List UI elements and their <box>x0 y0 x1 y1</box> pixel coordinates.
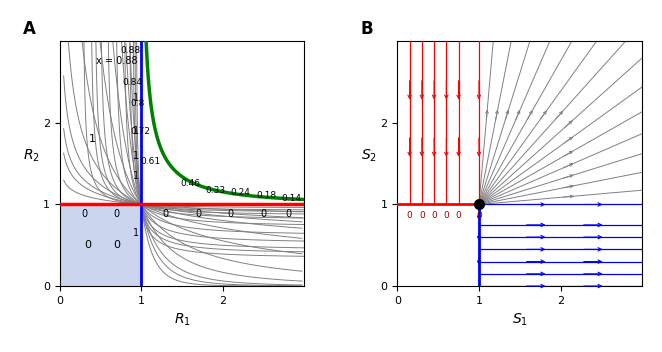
Text: 0: 0 <box>114 209 120 219</box>
Text: 0: 0 <box>444 211 449 220</box>
X-axis label: $S_1$: $S_1$ <box>512 312 528 328</box>
Text: 0: 0 <box>195 209 201 219</box>
Text: 0: 0 <box>113 240 120 250</box>
Text: 0: 0 <box>163 209 169 219</box>
Text: 0.8: 0.8 <box>130 99 145 108</box>
Text: 0.46: 0.46 <box>180 179 200 188</box>
Text: 0.72: 0.72 <box>130 127 150 136</box>
X-axis label: $R_1$: $R_1$ <box>173 312 191 328</box>
Text: 0: 0 <box>419 211 425 220</box>
Text: 1: 1 <box>132 228 139 238</box>
Text: 0: 0 <box>406 211 412 220</box>
Y-axis label: $R_2$: $R_2$ <box>23 147 40 164</box>
Bar <box>60 205 141 286</box>
Text: 0.33: 0.33 <box>206 186 226 195</box>
Text: 0: 0 <box>260 209 267 219</box>
Text: 0.14: 0.14 <box>282 194 302 203</box>
Text: 0: 0 <box>431 211 437 220</box>
Text: 0: 0 <box>85 240 91 250</box>
Text: 0.88: 0.88 <box>120 46 140 55</box>
Text: 1: 1 <box>89 134 96 144</box>
Text: 0: 0 <box>285 209 291 219</box>
Text: 1: 1 <box>132 93 139 103</box>
Text: 0: 0 <box>81 209 87 219</box>
Text: 0: 0 <box>476 211 482 220</box>
Text: 0: 0 <box>455 211 461 220</box>
Text: 0.61: 0.61 <box>140 157 161 166</box>
Text: 1: 1 <box>132 151 139 161</box>
Text: 0.24: 0.24 <box>230 188 250 197</box>
Y-axis label: $S_2$: $S_2$ <box>361 147 377 164</box>
Text: A: A <box>23 20 36 38</box>
Text: 0.84: 0.84 <box>122 77 142 87</box>
Text: x = 0.88: x = 0.88 <box>95 56 137 66</box>
Text: 1: 1 <box>132 171 139 181</box>
Text: 1: 1 <box>132 126 139 136</box>
Text: 0: 0 <box>228 209 234 219</box>
Text: B: B <box>361 20 373 38</box>
Text: 0.18: 0.18 <box>256 191 276 201</box>
